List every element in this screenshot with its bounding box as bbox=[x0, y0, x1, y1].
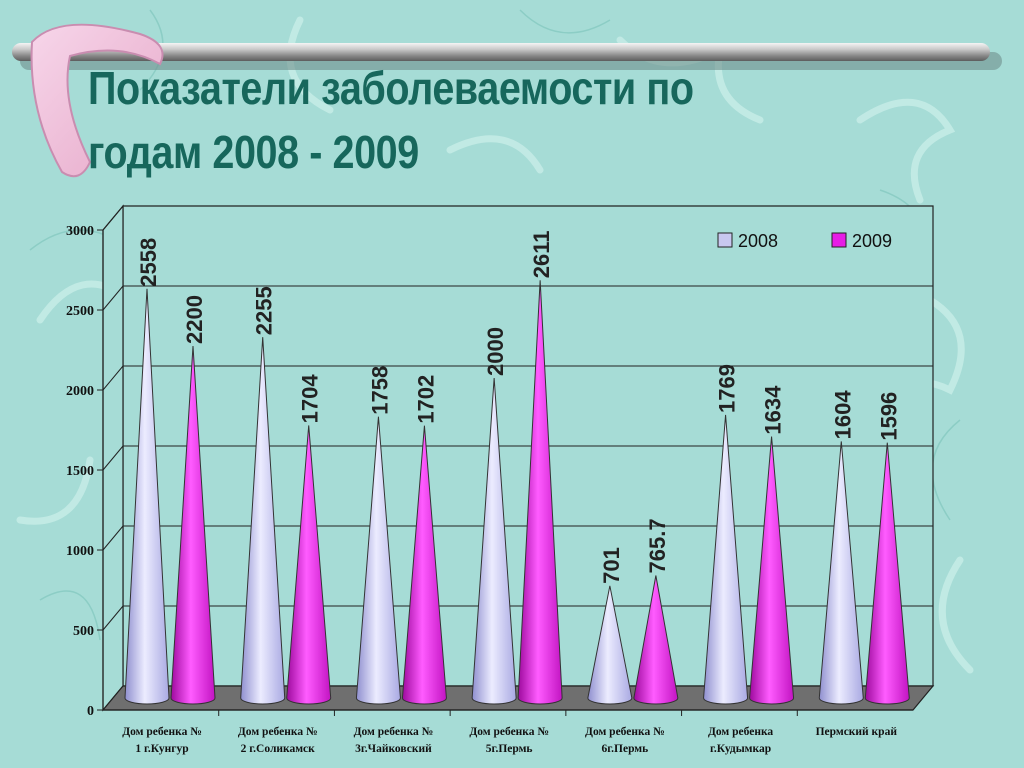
x-category-label-line: 5г.Пермь bbox=[485, 743, 533, 755]
cone-bar-2009-2 bbox=[286, 425, 332, 705]
x-category-label: Дом ребенка № 6г.Пермь bbox=[568, 724, 682, 758]
legend-label-2009: 2009 bbox=[852, 231, 892, 251]
cone-bar-2008-4 bbox=[471, 377, 517, 705]
chart-legend: 2008 2009 bbox=[717, 231, 892, 251]
x-category-label: Дом ребенка № 3г.Чайковский bbox=[336, 724, 450, 758]
x-category-label-line: Дом ребенка № bbox=[585, 726, 665, 738]
data-label-2008-3: 1758 bbox=[367, 366, 392, 415]
y-tick-label: 0 bbox=[87, 704, 94, 719]
data-label-2009-4: 2611 bbox=[529, 231, 554, 279]
legend-swatch-2009 bbox=[831, 232, 847, 248]
page-title: Показатели заболеваемости по годам 2008 … bbox=[88, 62, 694, 178]
data-label-2008-1: 2558 bbox=[136, 238, 161, 287]
data-label-2008-7: 1604 bbox=[830, 390, 855, 440]
data-label-2009-6: 1634 bbox=[761, 385, 786, 435]
x-category-label: Дом ребенка г.Кудымкар bbox=[684, 724, 798, 758]
x-category-label-line: Дом ребенка № bbox=[353, 726, 434, 738]
y-tick-label: 500 bbox=[73, 624, 94, 639]
cone-bar-2008-1 bbox=[124, 288, 170, 705]
x-category-label-line: 3г.Чайковский bbox=[355, 743, 432, 755]
x-category-label-line: Дом ребенка № bbox=[122, 726, 202, 738]
gridline-side bbox=[102, 205, 124, 231]
x-category-label: Дом ребенка № 5г.Пермь bbox=[452, 724, 566, 758]
cone-bar-2008-7 bbox=[818, 441, 864, 705]
x-category-label: Пермский край bbox=[799, 724, 913, 741]
x-category-label-line: Дом ребенка bbox=[707, 726, 774, 738]
boomerang-ornament bbox=[30, 23, 164, 178]
cone-bar-2008-3 bbox=[355, 416, 401, 705]
y-tick-label: 3000 bbox=[66, 224, 94, 239]
y-tick-label: 1000 bbox=[66, 544, 94, 559]
cone-bar-2009-3 bbox=[401, 425, 447, 705]
x-category-label-line: 6г.Пермь bbox=[601, 743, 649, 755]
x-category-label: Дом ребенка № 2 г.Соликамск bbox=[221, 724, 335, 758]
data-label-2009-2: 1704 bbox=[298, 374, 323, 424]
cone-bar-2009-1 bbox=[170, 345, 216, 705]
cone-bar-2009-4 bbox=[517, 280, 563, 705]
x-category-label-line: Дом ребенка № bbox=[237, 726, 318, 738]
gridline-side bbox=[102, 285, 124, 311]
gridline-side bbox=[102, 445, 124, 471]
y-tick-label: 1500 bbox=[66, 464, 94, 479]
x-category-label-line: 2 г.Соликамск bbox=[240, 743, 315, 755]
data-label-2009-5: 765.7 bbox=[645, 518, 670, 573]
data-label-2009-1: 2200 bbox=[182, 295, 207, 344]
data-label-2008-6: 1769 bbox=[715, 364, 740, 413]
gridline-side bbox=[102, 365, 124, 391]
legend-label-2008: 2008 bbox=[738, 231, 778, 251]
y-tick-label: 2000 bbox=[66, 384, 94, 399]
x-category-label-line: 1 г.Кунгур bbox=[135, 743, 189, 755]
data-label-2009-7: 1596 bbox=[876, 392, 901, 441]
x-category-label-line: Дом ребенка № bbox=[469, 726, 549, 738]
x-category-label-line: г.Кудымкар bbox=[710, 743, 772, 755]
cone-bar-2009-7 bbox=[864, 442, 910, 705]
legend-swatch-2008 bbox=[717, 232, 733, 248]
data-label-2008-2: 2255 bbox=[252, 286, 277, 335]
cone-bar-2008-2 bbox=[240, 337, 286, 705]
data-label-2008-4: 2000 bbox=[483, 327, 508, 376]
x-category-label-line: Пермский край bbox=[815, 726, 897, 738]
x-category-label: Дом ребенка № 1 г.Кунгур bbox=[105, 724, 219, 758]
data-label-2009-3: 1702 bbox=[413, 375, 438, 424]
y-tick-label: 2500 bbox=[66, 304, 94, 319]
cone-bar-2008-6 bbox=[703, 414, 749, 705]
cone-bar-2009-5 bbox=[633, 575, 679, 705]
title-bar bbox=[12, 43, 990, 61]
data-label-2008-5: 701 bbox=[599, 547, 624, 584]
gridline-side bbox=[102, 525, 124, 551]
gridline-side bbox=[102, 605, 124, 631]
cone-bar-2009-6 bbox=[749, 436, 795, 705]
cone-bar-2008-5 bbox=[587, 585, 633, 705]
